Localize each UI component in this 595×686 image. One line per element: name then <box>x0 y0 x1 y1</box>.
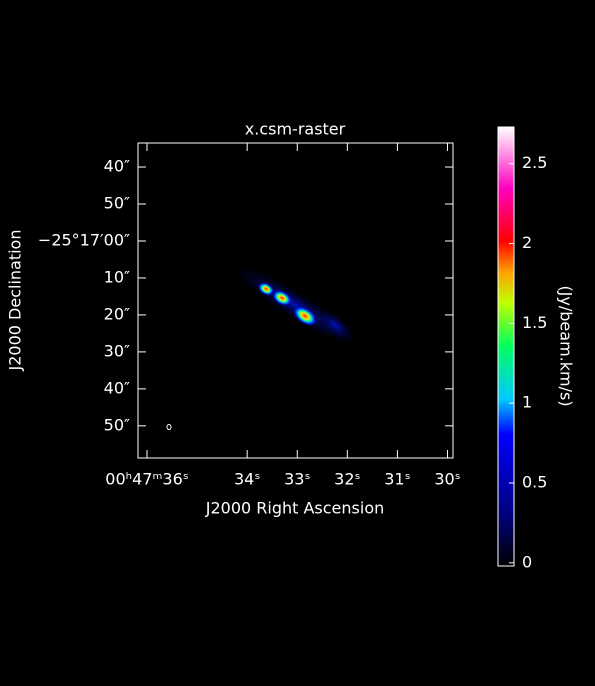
x-tick-label: 30ˢ <box>434 470 460 489</box>
colorbar-tick-label: 0.5 <box>522 472 547 491</box>
chart-title: x.csm-raster <box>245 120 346 139</box>
x-tick-label: 34ˢ <box>234 470 260 489</box>
x-axis-label: J2000 Right Ascension <box>205 499 385 518</box>
y-tick-label: 50″ <box>104 415 130 434</box>
x-tick-label: 33ˢ <box>284 470 310 489</box>
y-tick-label: 50″ <box>104 194 130 213</box>
x-tick-label: 32ˢ <box>334 470 360 489</box>
y-tick-label: 40″ <box>104 157 130 176</box>
colorbar-tick-label: 2.5 <box>522 153 547 172</box>
colorbar-tick-label: 1 <box>522 393 532 412</box>
y-tick-label: −25°17′00″ <box>38 230 130 249</box>
plot-frame <box>137 142 454 459</box>
colorbar-tick-label: 1.5 <box>522 313 547 332</box>
x-tick-label: 00ʰ47ᵐ36ˢ <box>105 470 189 489</box>
y-tick-label: 30″ <box>104 341 130 360</box>
colorbar-tick-label: 2 <box>522 233 532 252</box>
colorbar-tick-label: 0 <box>522 552 532 571</box>
y-tick-label: 20″ <box>104 304 130 323</box>
y-tick-label: 10″ <box>104 267 130 286</box>
y-tick-label: 40″ <box>104 378 130 397</box>
x-tick-label: 31ˢ <box>384 470 410 489</box>
image-raster <box>166 263 360 430</box>
colorbar-label: (Jy/beam.km/s) <box>557 285 576 406</box>
y-axis-label: J2000 Declination <box>6 230 25 372</box>
colorbar <box>497 126 515 567</box>
